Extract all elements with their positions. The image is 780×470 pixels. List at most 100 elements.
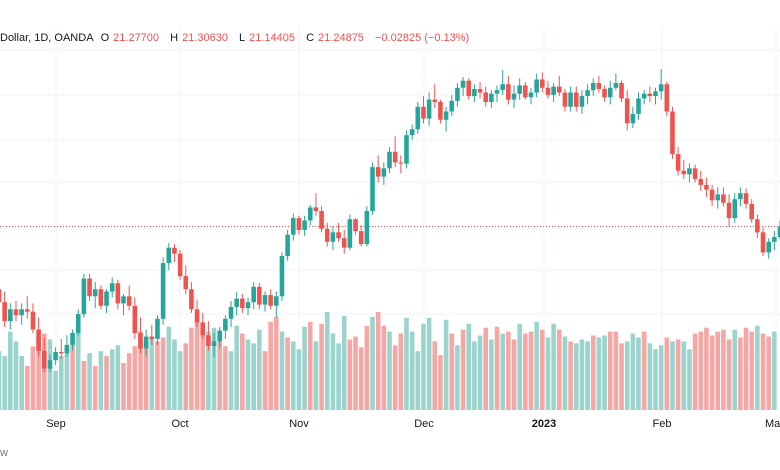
candle-body	[573, 92, 579, 107]
volume-bar	[302, 326, 307, 410]
candle-body	[545, 87, 551, 95]
volume-bar	[755, 325, 760, 410]
candle-body	[494, 90, 500, 94]
volume-bar	[675, 339, 681, 410]
volume-bar	[143, 341, 149, 410]
candle-body	[245, 302, 251, 309]
candle-body	[658, 84, 664, 92]
candle-body	[704, 184, 709, 190]
candle-body	[743, 193, 749, 204]
candle-body	[760, 232, 766, 253]
candle-body	[556, 86, 562, 93]
volume-bar	[460, 329, 466, 410]
candle-body	[409, 129, 415, 136]
candle-body	[319, 210, 324, 229]
candle-body	[540, 79, 545, 88]
candle-body	[177, 253, 183, 277]
candle-body	[126, 296, 132, 306]
candle-body	[290, 218, 296, 235]
volume-bar	[658, 345, 664, 410]
candle-body	[596, 83, 602, 89]
volume-bar	[687, 349, 692, 410]
volume-bar	[472, 341, 477, 410]
candle-body	[274, 296, 279, 306]
volume-bar	[13, 341, 19, 410]
candle-body	[104, 291, 109, 306]
candle-body	[392, 151, 398, 163]
candle-body	[47, 360, 53, 369]
candle-body	[687, 168, 692, 175]
candle-body	[370, 167, 375, 211]
volume-bar	[358, 347, 364, 410]
candle-body	[13, 309, 19, 316]
candle-body	[477, 88, 483, 93]
volume-bar	[726, 339, 732, 410]
candle-body	[709, 189, 715, 201]
candle-body	[313, 207, 319, 211]
volume-bar	[415, 351, 421, 410]
footer-text: w	[0, 447, 8, 459]
volume-bar	[732, 329, 738, 410]
candle-body	[8, 309, 13, 322]
volume-bar	[630, 333, 636, 410]
candle-body	[506, 84, 511, 100]
volume-bar	[528, 331, 534, 410]
volume-bar	[534, 321, 539, 410]
candle-body	[692, 168, 698, 179]
volume-bar	[596, 337, 602, 410]
candle-body	[449, 100, 455, 112]
volume-bar	[279, 331, 285, 410]
candle-body	[279, 256, 285, 297]
candle-body	[324, 228, 330, 242]
volume-bar	[177, 351, 183, 410]
volume-bar	[607, 331, 613, 410]
candle-body	[664, 84, 670, 112]
x-tick-label: Ma	[765, 418, 780, 430]
high-label: H	[170, 32, 179, 44]
volume-bar	[704, 327, 709, 410]
volume-bar	[132, 346, 138, 410]
candle-body	[160, 263, 166, 319]
candle-body	[330, 232, 336, 242]
candle-body	[766, 241, 771, 253]
volume-bar	[523, 333, 528, 410]
candle-body	[302, 220, 307, 230]
volume-bar	[341, 315, 347, 410]
x-tick-label: Oct	[171, 418, 188, 430]
volume-bar	[194, 316, 200, 410]
volume-bar	[319, 323, 324, 410]
candle-body	[200, 322, 206, 336]
volume-bar	[290, 341, 296, 410]
x-tick-label: Sep	[46, 418, 66, 430]
candle-body	[307, 207, 313, 221]
volume-bar	[307, 321, 313, 410]
volume-bar	[392, 345, 398, 410]
candle-body	[432, 99, 438, 102]
candle-body	[189, 289, 194, 310]
candle-body	[87, 278, 92, 297]
volume-bar	[562, 336, 568, 410]
candle-body	[438, 102, 443, 120]
volume-bar	[466, 323, 472, 410]
volume-bar	[330, 333, 336, 410]
volume-bar	[636, 337, 641, 410]
volume-bar	[234, 325, 239, 410]
volume-bar	[647, 343, 653, 410]
volume-bar	[624, 341, 630, 410]
volume-bar	[172, 339, 177, 410]
candle-body	[721, 194, 726, 203]
candle-body	[375, 167, 381, 177]
candle-body	[217, 330, 223, 342]
volume-bar	[189, 327, 194, 410]
candle-body	[251, 286, 256, 303]
volume-bar	[613, 331, 619, 410]
candle-body	[262, 295, 268, 305]
candle-body	[568, 92, 573, 107]
volume-bar	[324, 312, 330, 410]
volume-bar	[545, 337, 551, 410]
volume-bar	[409, 331, 415, 410]
candle-body	[551, 86, 556, 95]
candle-body	[777, 226, 780, 238]
candle-body	[585, 90, 590, 97]
